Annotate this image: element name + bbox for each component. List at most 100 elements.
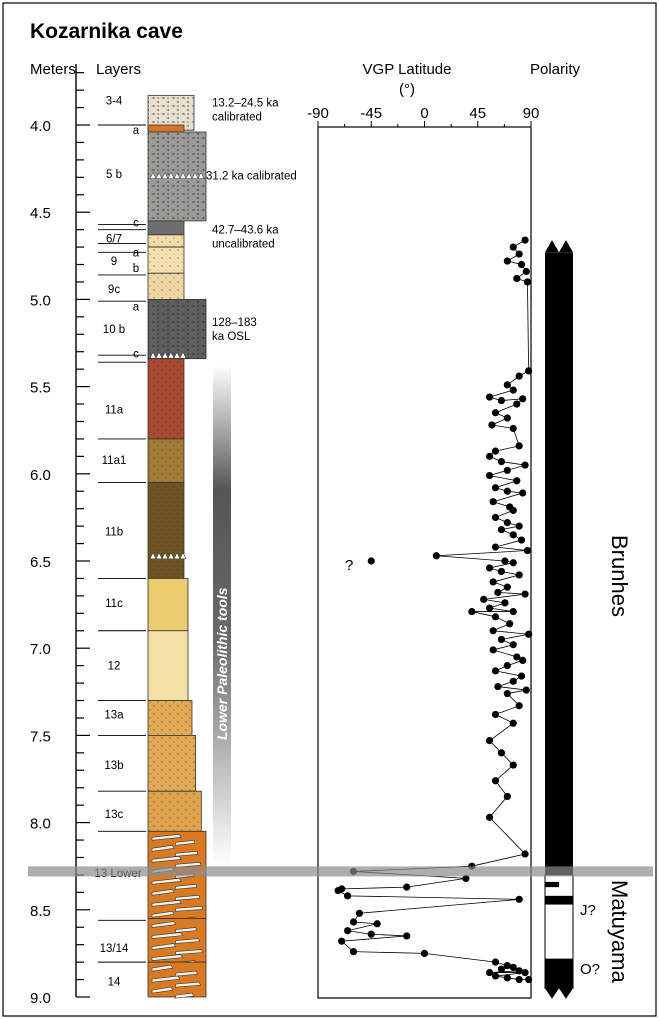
layer-label: c [133, 218, 139, 230]
vgp-point [491, 958, 500, 966]
layer-label: a [133, 125, 140, 137]
limestone-slab [174, 895, 201, 901]
limestone-slab [151, 932, 184, 939]
vgp-point [521, 968, 529, 977]
clast [197, 172, 205, 179]
vgp-point [485, 604, 494, 612]
vgp-point [517, 536, 526, 544]
depth-axis: 4.0 4.5 5.0 5.5 6.0 6.5 7.0 7.5 8.0 8.5 9.0 [30, 63, 90, 1007]
limestone-slab [151, 900, 182, 907]
jaramillo-label: J? [580, 902, 596, 919]
limestone-slab [174, 883, 198, 890]
vgp-axis: -90 -45 0 45 90 [307, 105, 539, 127]
vgp-point [355, 909, 364, 917]
vgp-point [468, 607, 476, 616]
vgp-unit: (°) [399, 81, 415, 98]
vgp-point [521, 461, 529, 469]
clast [173, 351, 181, 359]
depth-tick-label: 6.0 [30, 467, 51, 484]
vgp-point [525, 975, 533, 984]
vgp-point [349, 948, 358, 956]
age-label: 42.7–43.6 ka [212, 225, 279, 237]
layer-texture [148, 234, 184, 248]
layer-texture [148, 700, 192, 736]
polarity-normal-interval [545, 958, 573, 989]
vgp-point [485, 393, 494, 401]
depth-tick-label: 6.5 [30, 554, 51, 571]
vgp-point [509, 641, 517, 649]
vgp-point [519, 656, 527, 665]
limestone-slab [174, 970, 198, 977]
polarity-top-arrow [545, 240, 573, 253]
vgp-point [497, 567, 506, 576]
clast [179, 351, 187, 359]
limestone-slab [151, 878, 182, 885]
limestone-slab [151, 834, 182, 841]
vgp-point [509, 531, 517, 539]
layer-label: 13b [104, 760, 123, 772]
depth-tick-label: 5.0 [30, 292, 51, 309]
clast [155, 172, 163, 179]
limestone-slab [174, 992, 194, 999]
limestone-slab [174, 927, 197, 933]
vgp-point [491, 513, 500, 522]
polarity-normal-interval [545, 895, 573, 905]
clast [179, 552, 187, 560]
olduvai-label: O? [580, 961, 600, 978]
vgp-point [497, 635, 506, 644]
vgp-point [513, 274, 521, 283]
layer-label: 6/7 [106, 233, 122, 245]
vgp-point [525, 630, 533, 638]
vgp-point [497, 965, 506, 973]
vgp-point [519, 395, 527, 403]
clast [155, 552, 163, 560]
brunhes-label: Brunhes [607, 535, 632, 617]
polarity-normal-interval [545, 881, 559, 888]
layer-block [147, 578, 189, 632]
layer-texture [148, 273, 184, 300]
layer-texture [148, 482, 184, 579]
vgp-point [509, 677, 517, 685]
clast [161, 552, 169, 560]
clast [179, 172, 187, 179]
lower-paleolithic-tools-bar [213, 365, 231, 865]
vgp-point [509, 506, 517, 515]
vgp-point [491, 543, 500, 551]
vgp-point [491, 409, 500, 417]
limestone-slab [174, 862, 202, 868]
vgp-point [506, 620, 514, 628]
age-label: 13.2–24.5 ka [212, 97, 279, 109]
vgp-tick-label: 45 [469, 105, 486, 122]
clast [167, 351, 175, 359]
clast [161, 172, 169, 179]
vgp-point [523, 278, 532, 286]
vgp-point [509, 243, 517, 251]
vgp-point [503, 381, 511, 389]
vgp-point [503, 414, 511, 422]
vgp-point [503, 974, 511, 982]
layer-block [147, 630, 189, 701]
depth-tick-label: 7.0 [30, 641, 51, 658]
vgp-point [497, 457, 506, 466]
clast [191, 172, 199, 179]
vgp-point [509, 424, 517, 433]
vgp-point [503, 466, 511, 474]
layer-label: 13/14 [100, 943, 129, 955]
vgp-point [515, 522, 523, 530]
vgp-data [334, 236, 533, 984]
layer-label: 3-4 [106, 96, 123, 108]
vgp-point [509, 761, 517, 769]
vgp-point [489, 627, 497, 635]
vgp-point [517, 672, 526, 680]
vgp-point [343, 892, 352, 900]
layer-label: 13a [104, 709, 124, 721]
vgp-point [503, 583, 511, 591]
layer-texture [148, 247, 184, 274]
limestone-slab [174, 938, 200, 944]
vgp-point [503, 662, 511, 670]
vgp-header: VGP Latitude [363, 61, 452, 78]
clast [173, 172, 181, 179]
layer-label: 11a1 [102, 455, 127, 467]
layer-block [147, 220, 185, 236]
vgp-point [503, 519, 511, 527]
